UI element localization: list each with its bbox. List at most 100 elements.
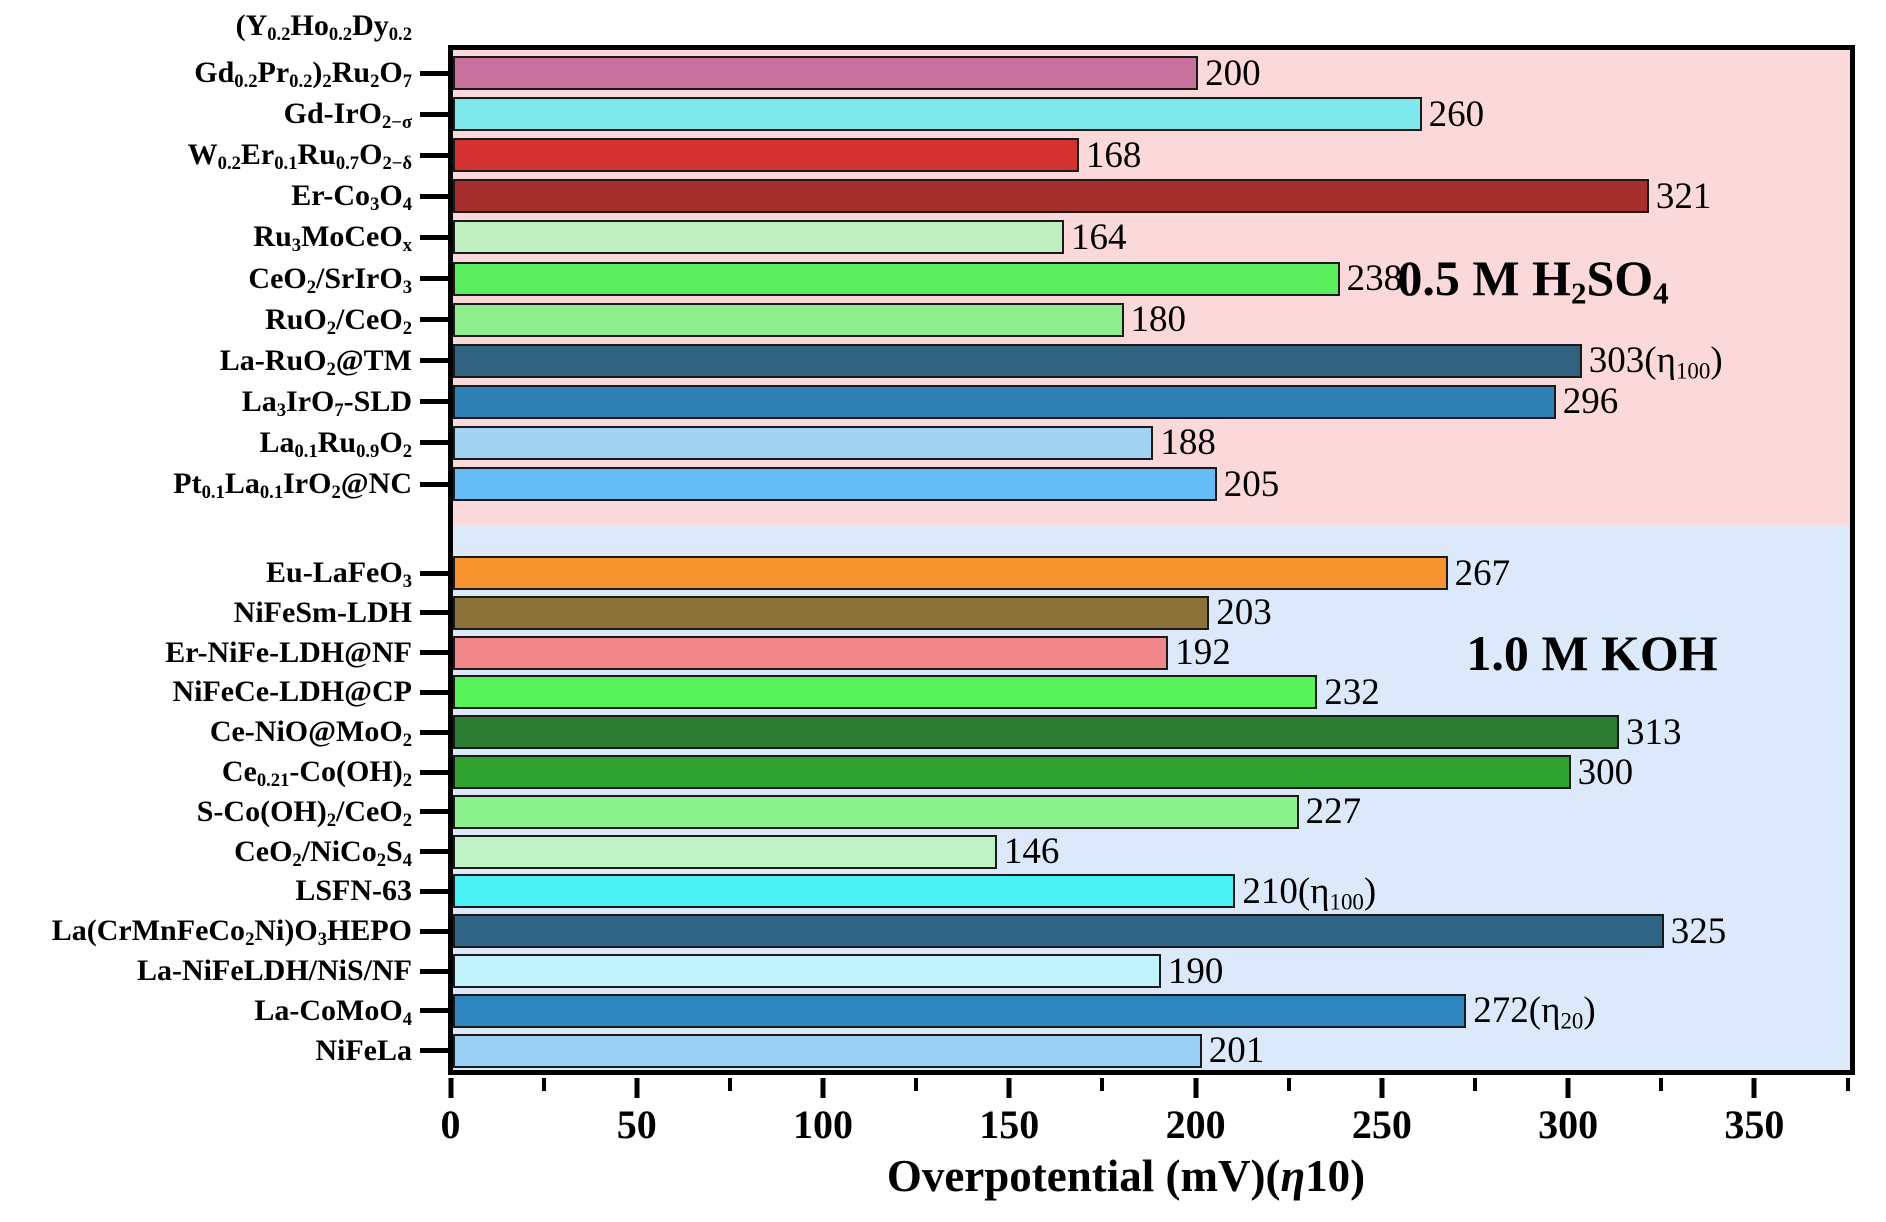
bar [453,755,1571,789]
bar-value-label: 303(η100) [1588,340,1723,384]
x-minor-tick [1286,1078,1291,1091]
bar-value-label: 190 [1167,950,1224,992]
bar-value-label: 300 [1577,751,1634,793]
y-tick [420,769,448,775]
bar-value-label: 205 [1223,463,1280,505]
x-major-tick [1006,1078,1012,1098]
bar-value-label: 201 [1208,1030,1265,1072]
bar [453,595,1210,630]
x-major-tick [1565,1078,1571,1098]
bar [453,874,1236,909]
bar-row: 210(η100) [453,873,1850,913]
y-category-label: Ru3MoCeOx [253,220,412,257]
y-category-label: Pt0.1La0.1IrO2@NC [173,467,412,504]
y-category-label: Eu-LaFeO3 [266,556,412,593]
bar [453,993,1467,1028]
y-category-label: Er-NiFe-LDH@NF [165,635,412,669]
y-category-label: La-NiFeLDH/NiS/NF [137,954,412,987]
bar-value-label: 321 [1655,175,1712,217]
y-tick [420,234,448,240]
x-major-tick [634,1078,640,1098]
x-major-tick [448,1078,453,1098]
x-tick-label: 0 [440,1102,461,1147]
y-tick [420,399,448,405]
y-category-label: La0.1Ru0.9O2 [259,425,412,463]
bar-value-label: 232 [1324,671,1380,713]
y-tick [420,650,448,656]
y-tick [420,193,448,199]
y-tick [420,276,448,281]
x-major-tick [1379,1078,1385,1098]
y-category-label: La(CrMnFeCo2Ni)O3HEPO [51,914,412,951]
bar [453,834,997,869]
x-major-tick [820,1078,826,1098]
x-tick-label: 100 [793,1102,854,1147]
bar [453,97,1422,132]
bar-row: 188 [453,422,1850,464]
bar [453,794,1299,829]
bar-row: 200 [453,55,1850,92]
bar [453,220,1064,255]
y-tick [420,888,448,894]
bar-row: 192 [453,634,1850,671]
x-minor-tick [1845,1078,1850,1091]
bar [453,261,1340,296]
y-tick [420,809,448,815]
y-category-label: NiFeCe-LDH@CP [172,675,412,709]
bar-row: 272(η20) [453,990,1850,1034]
bar [453,425,1154,460]
section-acid: 0.5 M H2SO4 200 260 168 321 164 238 180 303(η10… [453,50,1850,525]
bar-value-label: 146 [1003,831,1060,873]
bar-value-label: 272(η20) [1473,990,1596,1034]
bar-value-label: 188 [1160,422,1216,464]
bar-row: 190 [453,950,1850,992]
y-category-label: La-RuO2@TM [219,343,412,380]
bar-row: 321 [453,175,1850,217]
x-axis-title: Overpotential (mV)(η10) [886,1151,1366,1201]
y-category-label: RuO2/CeO2 [265,302,412,339]
bar [453,635,1169,670]
bar-row: 325 [453,910,1850,952]
bar-row: 300 [453,751,1850,793]
y-category-label: Ce0.21-Co(OH)2 [221,755,412,792]
x-tick-label: 50 [616,1102,657,1147]
y-category-label: NiFeSm-LDH [233,595,412,629]
y-tick [420,152,448,158]
y-tick [420,968,448,974]
bar-row: 296 [453,383,1850,420]
y-category-label: Ce-NiO@MoO2 [209,715,412,752]
y-tick [420,111,448,117]
bar [453,467,1217,501]
y-category-label: La3IrO7-SLD [241,384,412,421]
bar [453,179,1649,214]
section-title-acid: 0.5 M H2SO4 [1397,250,1669,311]
bar-value-label: 325 [1670,910,1727,952]
y-category-label: Gd-IrO2−σ [283,97,412,134]
x-minor-tick [727,1078,732,1091]
section-koh: 1.0 M KOH 267 203 192 232 313 300 227 146 210(η1… [453,525,1850,1070]
y-category-label: LSFN-63 [295,874,412,908]
y-tick [420,570,448,576]
bar-row: 146 [453,831,1850,873]
y-tick [420,849,448,855]
bar-value-label: 267 [1454,552,1511,594]
bar-row: 238 [453,258,1850,299]
x-tick-label: 300 [1538,1102,1599,1147]
bar [453,675,1318,710]
x-tick-label: 250 [1351,1102,1412,1147]
y-axis-labels: Gd0.2Pr0.2)2Ru2O7 (Y0.2Ho0.2Dy0.2 Gd-IrO2−… [0,11,448,1070]
x-axis: 0 50 100 150 200 250 300 350 [0,1075,1886,1222]
y-tick [420,317,448,323]
plot-area: 0.5 M H2SO4 200 260 168 321 164 238 180 303(η10… [448,45,1855,1075]
bar-row: 313 [453,714,1850,751]
y-category-label: Gd0.2Pr0.2)2Ru2O7 [194,56,412,93]
bar-value-label: 238 [1346,258,1403,299]
bar-value-label: 203 [1216,592,1272,634]
bar-row: 227 [453,793,1850,830]
y-tick [420,70,448,76]
x-tick-label: 200 [1165,1102,1226,1147]
x-minor-tick [541,1078,546,1091]
y-category-label: CeO2/NiCo2S4 [234,834,412,871]
bar-row: 232 [453,671,1850,713]
